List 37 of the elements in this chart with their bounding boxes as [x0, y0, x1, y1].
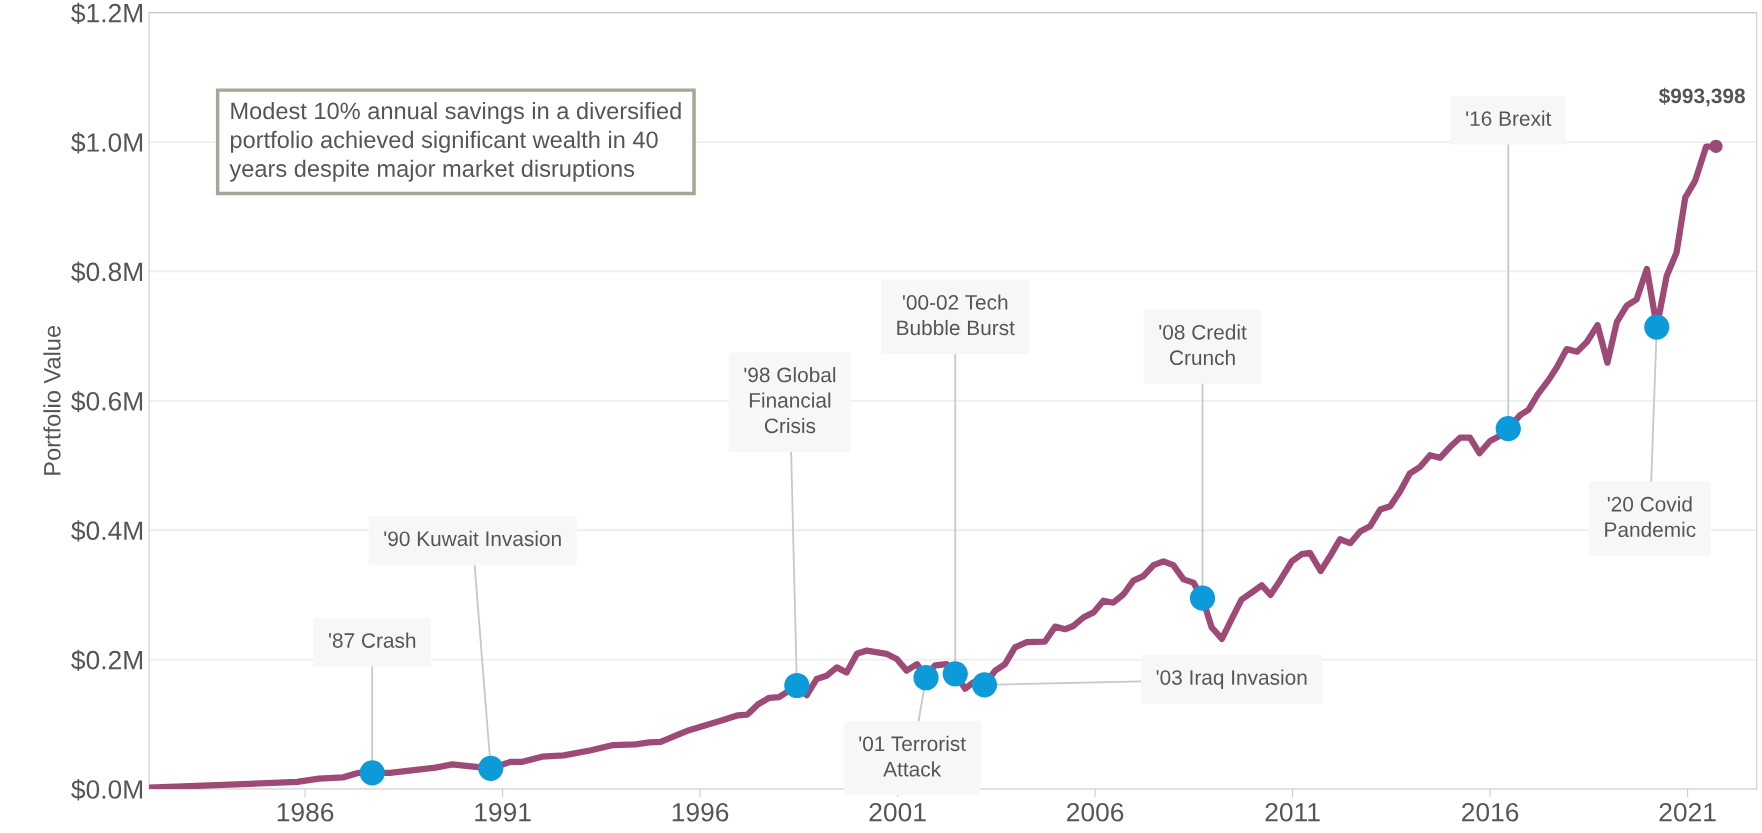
point [1495, 416, 1521, 442]
annotation: Modest 10% annual savings in a diversified portfolio achieved significant wealth in 40 years despite major market disruptions [229, 101, 681, 182]
y-tick-label: $0.6M [71, 390, 143, 413]
data-label: $993,398 [1658, 87, 1745, 107]
annotation: '00-02 Tech Bubble Burst [897, 294, 1015, 336]
y-axis-title: Portfolio Value [43, 325, 61, 475]
x-tick-label: 2006 [1067, 802, 1124, 822]
x-tick-label: 2011 [1265, 802, 1320, 822]
x-tick-label: 2001 [869, 802, 926, 822]
point [971, 672, 998, 698]
x-tick-label: 2016 [1462, 802, 1519, 822]
annotation: '01 Terrorist Attack [859, 735, 966, 777]
y-tick-label: $0.4M [71, 520, 143, 542]
point [478, 755, 504, 781]
y-tick-label: $1.0M [71, 132, 143, 154]
point [359, 760, 385, 786]
point [1709, 139, 1723, 153]
point [913, 665, 939, 691]
x-tick-label: 1996 [672, 802, 729, 822]
y-tick-label: $0.8M [71, 261, 143, 283]
point [942, 661, 968, 687]
y-tick-label: $0.0M [71, 779, 143, 801]
point [784, 672, 810, 699]
x-tick-label: 1991 [475, 802, 531, 822]
annotation: '20 Covid Pandemic [1605, 496, 1696, 538]
x-tick-label: 2021 [1659, 802, 1716, 822]
annotation: '90 Kuwait Invasion [384, 530, 561, 547]
annotation: '08 Credit Crunch [1159, 324, 1247, 366]
y-tick-label: $1.2M [71, 2, 143, 25]
annotation: '87 Crash [329, 632, 416, 648]
annotation: '03 Iraq Invasion [1156, 669, 1307, 690]
annotation: '16 Brexit [1466, 110, 1552, 126]
annotation: '98 Global Financial Crisis [744, 367, 836, 434]
x-tick-label: 1986 [277, 802, 334, 822]
point [1644, 314, 1670, 340]
y-tick-label: $0.2M [71, 649, 143, 672]
point [1189, 585, 1216, 611]
